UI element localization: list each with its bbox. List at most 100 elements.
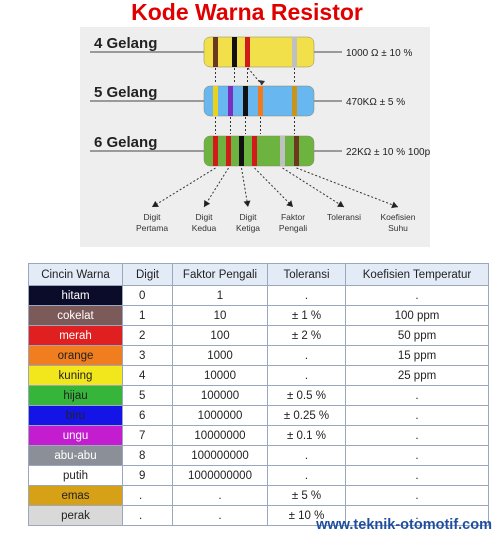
cell-digit: 4 (122, 365, 173, 386)
resistor-value: 1000 Ω ± 10 % (346, 48, 412, 59)
color-band-cokelat (213, 37, 218, 67)
cell-tolerance: ± 10 % (267, 505, 346, 526)
cell-tempco: . (345, 385, 489, 406)
color-band-merah (226, 136, 231, 166)
cell-digit: 8 (122, 445, 173, 466)
table-row: hitam 0 1.. (28, 285, 489, 306)
resistor-body (203, 36, 315, 68)
caption-arrow (296, 167, 399, 208)
resistor-body (203, 135, 315, 167)
cell-tempco: 50 ppm (345, 325, 489, 346)
caption-text: Koefisien (381, 212, 416, 222)
table-row: putih 9 1000000000.. (28, 465, 489, 486)
caption-text: Pengali (279, 223, 307, 233)
cell-color-name: cokelat (28, 305, 123, 326)
caption-text: Suhu (388, 223, 408, 233)
color-band-hitam (239, 136, 244, 166)
cell-color-name: perak (28, 505, 123, 526)
cell-factor: 1000000 (172, 405, 268, 426)
caption-text: Pertama (136, 223, 168, 233)
cell-digit: 7 (122, 425, 173, 446)
cell-tolerance: . (267, 285, 346, 306)
color-band-hitam (243, 86, 248, 116)
cell-digit: . (122, 485, 173, 506)
color-band-merah (213, 136, 218, 166)
cell-color-name: ungu (28, 425, 123, 446)
caption-arrowhead (204, 200, 211, 207)
guide-line (247, 67, 263, 86)
color-band-merah (252, 136, 257, 166)
color-band-emas (292, 86, 297, 116)
table-row: abu-abu 8 100000000.. (28, 445, 489, 466)
resistor-value: 470KΩ ± 5 % (346, 97, 405, 108)
resistor-label: 5 Gelang (94, 84, 157, 101)
table-header-row: Cincin Warna Digit Faktor Pengali Tolera… (28, 263, 489, 286)
cell-color-name: abu-abu (28, 445, 123, 466)
cell-tempco: . (345, 465, 489, 486)
cell-tempco: . (345, 445, 489, 466)
color-band-orange (258, 86, 263, 116)
cell-digit: 5 (122, 385, 173, 406)
cell-tempco: . (345, 425, 489, 446)
cell-digit: 2 (122, 325, 173, 346)
header-koefisien-temperatur: Koefisien Temperatur (345, 263, 489, 286)
cell-factor: 100000000 (172, 445, 268, 466)
cell-factor: . (172, 505, 268, 526)
cell-factor: 1000000000 (172, 465, 268, 486)
cell-factor: 1 (172, 285, 268, 306)
cell-color-name: merah (28, 325, 123, 346)
cell-color-name: putih (28, 465, 123, 486)
cell-digit: 1 (122, 305, 173, 326)
cell-tempco: 25 ppm (345, 365, 489, 386)
cell-tempco: . (345, 285, 489, 306)
color-code-table: Cincin Warna Digit Faktor Pengali Tolera… (28, 263, 489, 526)
cell-factor: 10 (172, 305, 268, 326)
table-row: ungu 7 10000000 ± 0.1 %. (28, 425, 489, 446)
table-row: cokelat 1 10 ± 1 % 100 ppm (28, 305, 489, 326)
table-row: emas.. ± 5 %. (28, 485, 489, 506)
cell-tolerance: ± 5 % (267, 485, 346, 506)
cell-digit: 3 (122, 345, 173, 366)
page-title: Kode Warna Resistor (131, 0, 363, 25)
color-band-kuning (213, 86, 218, 116)
resistor-label: 6 Gelang (94, 134, 157, 151)
color-band-perak (292, 37, 297, 67)
cell-tolerance: . (267, 345, 346, 366)
cell-factor: 10000000 (172, 425, 268, 446)
cell-tolerance: ± 0.5 % (267, 385, 346, 406)
cell-digit: . (122, 505, 173, 526)
website-url: www.teknik-otomotif.com (316, 517, 492, 533)
guide-arrowhead (258, 80, 265, 85)
cell-tolerance: ± 0.1 % (267, 425, 346, 446)
cell-factor: 10000 (172, 365, 268, 386)
table-row: perak.. ± 10 %. (28, 505, 489, 526)
cell-color-name: hijau (28, 385, 123, 406)
color-band-ungu (228, 86, 233, 116)
cell-tolerance: . (267, 445, 346, 466)
header-cincin-warna: Cincin Warna (28, 263, 123, 286)
color-band-merah (245, 37, 250, 67)
caption-text: Toleransi (327, 212, 361, 222)
cell-tolerance: . (267, 365, 346, 386)
caption-arrow (254, 167, 294, 208)
resistor-diagram-svg: 4 Gelang 1000 Ω ± 10 % 5 Gelang 470KΩ ± 5 %… (90, 35, 430, 233)
caption-arrow (203, 167, 229, 208)
cell-tolerance: ± 1 % (267, 305, 346, 326)
caption-arrowhead (286, 200, 293, 207)
cell-tempco: . (345, 405, 489, 426)
header-toleransi: Toleransi (267, 263, 346, 286)
cell-factor: 1000 (172, 345, 268, 366)
cell-factor: 100000 (172, 385, 268, 406)
cell-tempco: . (345, 505, 489, 526)
cell-factor: 100 (172, 325, 268, 346)
caption-arrow (282, 167, 345, 208)
table-row: kuning 4 10000. 25 ppm (28, 365, 489, 386)
cell-digit: 9 (122, 465, 173, 486)
cell-digit: 0 (122, 285, 173, 306)
caption-arrowhead (337, 200, 344, 207)
cell-tolerance: ± 0.25 % (267, 405, 346, 426)
caption-arrowhead (243, 200, 251, 207)
cell-digit: 6 (122, 405, 173, 426)
table-row: orange 3 1000. 15 ppm (28, 345, 489, 366)
